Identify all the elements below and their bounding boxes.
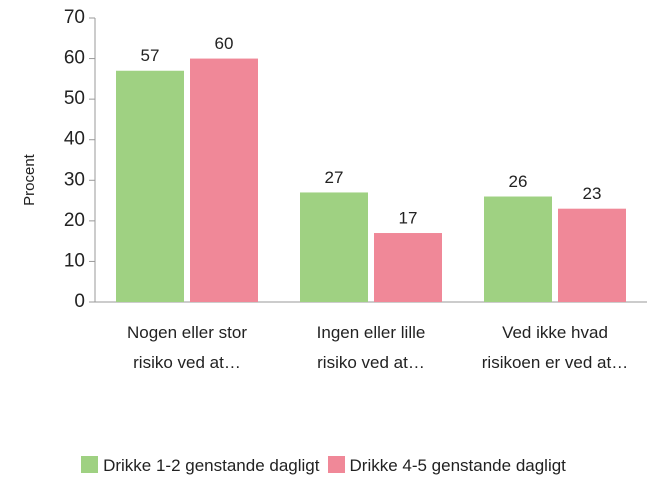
x-tick-label: Ved ikke hvad risikoen er ved at… [481, 323, 629, 372]
value-label: 60 [215, 34, 234, 53]
bar [374, 233, 442, 302]
value-label: 57 [141, 46, 160, 65]
y-tick-label: 40 [64, 129, 85, 150]
legend-label: Drikke 1-2 genstande dagligt [103, 456, 320, 475]
bar [190, 58, 258, 303]
y-tick-label: 60 [64, 48, 85, 69]
value-label: 27 [325, 168, 344, 187]
y-tick-label: 0 [74, 291, 85, 312]
value-label: 17 [399, 209, 418, 228]
y-tick-label: 20 [64, 210, 85, 231]
y-axis-label: Procent [21, 153, 38, 206]
legend-item: Drikke 1-2 genstande dagligt [81, 456, 320, 476]
y-tick-label: 30 [64, 169, 85, 190]
legend-label: Drikke 4-5 genstande dagligt [349, 456, 566, 475]
bar [116, 70, 184, 302]
x-tick-label: Nogen eller stor risiko ved at… [126, 323, 247, 372]
y-tick-label: 10 [64, 250, 85, 271]
legend: Drikke 1-2 genstande dagligt Drikke 4-5 g… [0, 456, 647, 476]
value-label: 26 [509, 172, 528, 191]
legend-swatch [327, 456, 345, 473]
bar [484, 196, 552, 302]
bar [300, 192, 368, 302]
legend-item: Drikke 4-5 genstande dagligt [327, 456, 566, 476]
bar [558, 208, 626, 302]
x-tick-label: Ingen eller lille risiko ved at… [316, 323, 426, 372]
y-tick-label: 50 [64, 88, 85, 109]
y-tick-label: 70 [64, 7, 85, 28]
value-label: 23 [583, 184, 602, 203]
legend-swatch [81, 456, 99, 473]
